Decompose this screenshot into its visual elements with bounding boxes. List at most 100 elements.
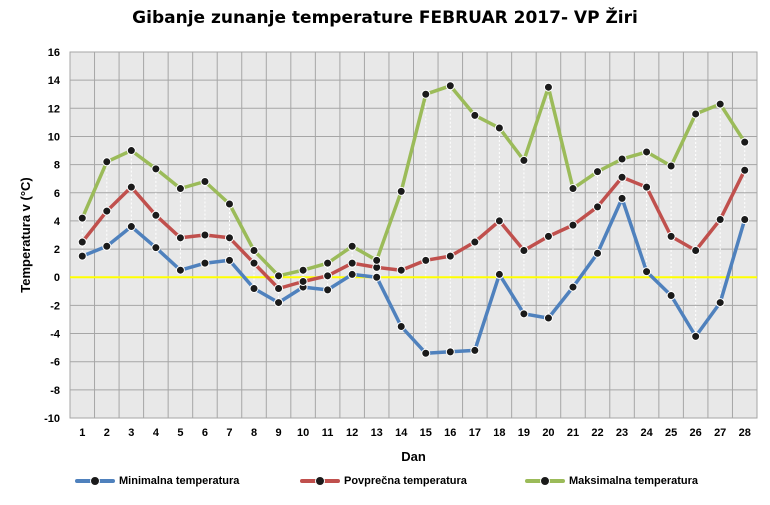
x-tick-label: 3	[128, 427, 134, 439]
y-tick-label: 8	[54, 160, 60, 172]
x-tick-label: 5	[177, 427, 183, 439]
data-point	[593, 202, 603, 212]
x-tick-label: 20	[542, 427, 554, 439]
data-point	[470, 237, 480, 247]
data-point	[740, 137, 750, 147]
data-point	[347, 258, 357, 268]
data-point	[470, 345, 480, 355]
data-point	[568, 220, 578, 230]
data-point	[175, 184, 185, 194]
data-point	[494, 269, 504, 279]
series-line	[80, 168, 747, 291]
data-point	[77, 237, 87, 247]
legend-swatch-min	[75, 472, 115, 490]
x-tick-label: 25	[665, 427, 677, 439]
data-point	[200, 230, 210, 240]
x-tick-label: 23	[616, 427, 628, 439]
x-tick-label: 11	[322, 427, 334, 439]
chart-title: Gibanje zunanje temperature FEBRUAR 2017…	[132, 8, 638, 28]
x-tick-label: 22	[591, 427, 603, 439]
data-point	[543, 82, 553, 92]
x-tick-label: 2	[104, 427, 110, 439]
y-tick-label: 10	[48, 131, 60, 143]
legend-item-max: Maksimalna temperatura	[525, 472, 698, 490]
y-tick-label: -2	[50, 300, 60, 312]
data-point	[102, 206, 112, 216]
x-tick-label: 24	[640, 427, 653, 439]
data-point	[151, 164, 161, 174]
x-tick-label: 8	[251, 427, 257, 439]
x-tick-label: 26	[690, 427, 702, 439]
y-tick-label: -10	[44, 413, 60, 425]
y-axis-ticks: -10 -8 -6 -4 -2 0 2 4 6 8 10 12 14 16	[44, 47, 61, 425]
data-point	[298, 265, 308, 275]
data-point	[519, 309, 529, 319]
data-point	[617, 154, 627, 164]
x-tick-label: 16	[444, 427, 456, 439]
data-point	[249, 245, 259, 255]
legend-swatch-avg	[300, 472, 340, 490]
x-tick-label: 19	[518, 427, 530, 439]
data-point	[323, 285, 333, 295]
data-point	[249, 283, 259, 293]
data-point	[543, 231, 553, 241]
data-point	[666, 231, 676, 241]
x-tick-label: 12	[346, 427, 358, 439]
data-point	[519, 245, 529, 255]
data-point	[691, 109, 701, 119]
data-point	[200, 177, 210, 187]
x-tick-label: 1	[79, 427, 85, 439]
data-point	[372, 272, 382, 282]
data-point	[175, 233, 185, 243]
x-axis-ticks: 1 2 3 4 5 6 7 8 9 10 11 12 13 14 15 16 17 18 19 20 21 22 23 24 2…	[79, 427, 751, 439]
data-point	[298, 276, 308, 286]
data-point	[642, 267, 652, 277]
x-tick-label: 6	[202, 427, 208, 439]
data-point	[494, 123, 504, 133]
data-point	[347, 269, 357, 279]
drop-lines	[81, 85, 746, 354]
data-point	[691, 245, 701, 255]
data-point	[715, 298, 725, 308]
legend-marker-max	[540, 476, 550, 486]
data-point	[126, 182, 136, 192]
data-point	[740, 215, 750, 225]
legend-item-min: Minimalna temperatura	[75, 472, 239, 490]
x-tick-label: 21	[567, 427, 579, 439]
grid	[70, 52, 757, 418]
y-axis-label: Temperatura v (°C)	[18, 177, 33, 292]
legend-label-max: Maksimalna temperatura	[569, 475, 698, 487]
data-point	[445, 347, 455, 357]
x-tick-label: 15	[420, 427, 432, 439]
legend-label-min: Minimalna temperatura	[119, 475, 240, 487]
data-point	[323, 258, 333, 268]
data-point	[568, 282, 578, 292]
data-point	[274, 271, 284, 281]
data-point	[519, 155, 529, 165]
data-point	[666, 291, 676, 301]
series-line	[80, 196, 747, 355]
x-tick-label: 27	[714, 427, 726, 439]
x-tick-label: 28	[739, 427, 751, 439]
x-tick-label: 14	[395, 427, 408, 439]
data-point	[593, 248, 603, 258]
data-point	[445, 81, 455, 91]
data-point	[347, 241, 357, 251]
data-point	[102, 157, 112, 167]
data-point	[445, 251, 455, 261]
legend-marker-avg	[315, 476, 325, 486]
data-point	[470, 110, 480, 120]
data-point	[421, 89, 431, 99]
data-point	[77, 213, 87, 223]
data-point	[740, 165, 750, 175]
x-tick-label: 17	[469, 427, 481, 439]
data-point	[200, 258, 210, 268]
data-point	[568, 184, 578, 194]
data-point	[396, 265, 406, 275]
data-point	[396, 186, 406, 196]
data-point	[274, 298, 284, 308]
data-point	[102, 241, 112, 251]
x-tick-label: 9	[275, 427, 281, 439]
series-3	[77, 81, 750, 281]
data-point	[617, 172, 627, 182]
